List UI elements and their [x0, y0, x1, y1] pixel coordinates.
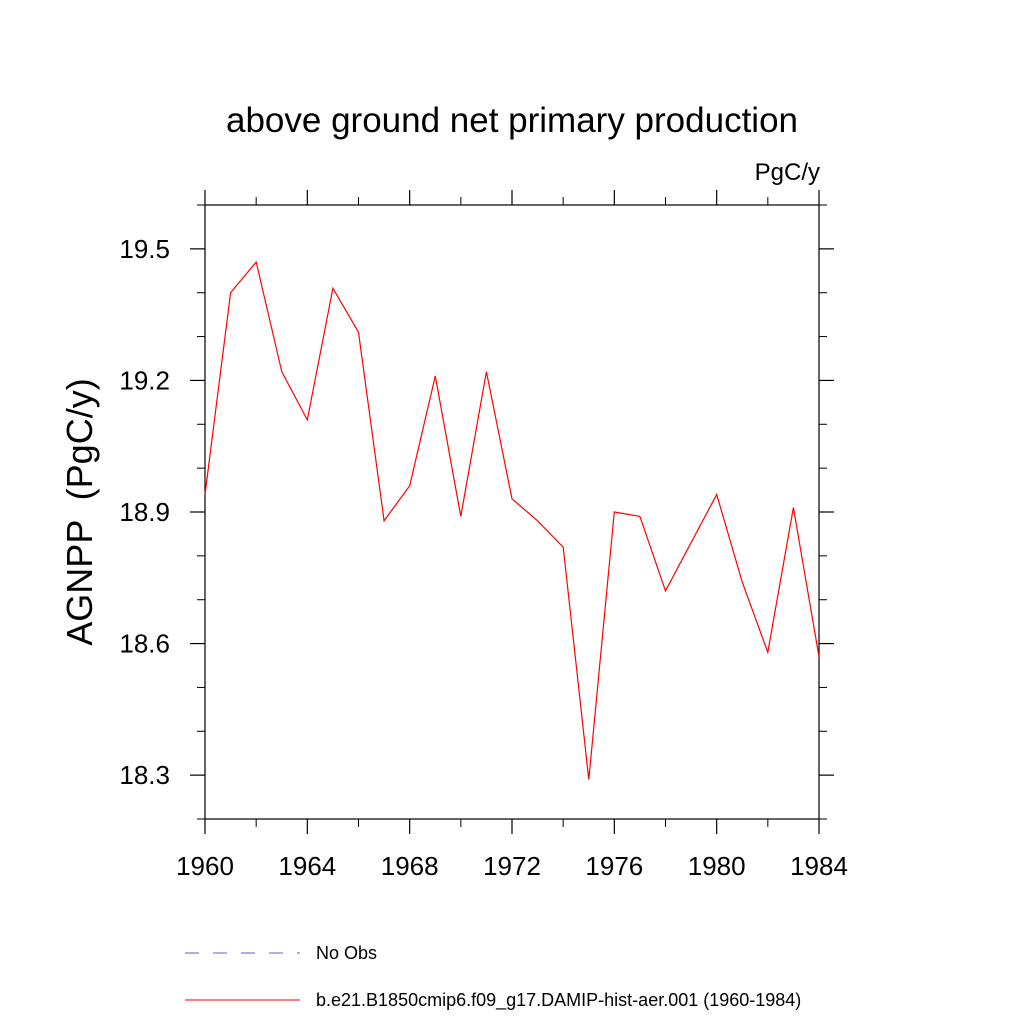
x-tick-label: 1960	[176, 851, 234, 881]
x-tick-label: 1984	[790, 851, 848, 881]
series-line	[204, 260, 820, 780]
x-tick-label: 1968	[381, 851, 439, 881]
x-tick-label: 1980	[688, 851, 746, 881]
plot-frame	[204, 204, 820, 820]
x-tick-label: 1976	[585, 851, 643, 881]
units-label: PgC/y	[755, 159, 820, 186]
y-tick-label: 18.9	[119, 497, 170, 527]
chart-title: above ground net primary production	[226, 101, 798, 140]
axis-ticks: 1960 1964 1968 1972 1976 1980 1984 18.3 18.6 18.9…	[119, 190, 848, 881]
x-tick-label: 1972	[483, 851, 541, 881]
series-layer	[204, 260, 820, 780]
x-tick-label: 1964	[278, 851, 336, 881]
y-tick-label: 18.6	[119, 629, 170, 659]
y-tick-label: 19.5	[119, 234, 170, 264]
y-tick-label: 18.3	[119, 760, 170, 790]
legend-label: b.e21.B1850cmip6.f09_g17.DAMIP-hist-aer.…	[316, 990, 801, 1011]
y-axis-title: AGNPP (PgC/y)	[59, 378, 100, 645]
legend-label: No Obs	[316, 943, 377, 963]
legend: No Obs b.e21.B1850cmip6.f09_g17.DAMIP-his…	[185, 943, 801, 1011]
y-tick-label: 19.2	[119, 365, 170, 395]
